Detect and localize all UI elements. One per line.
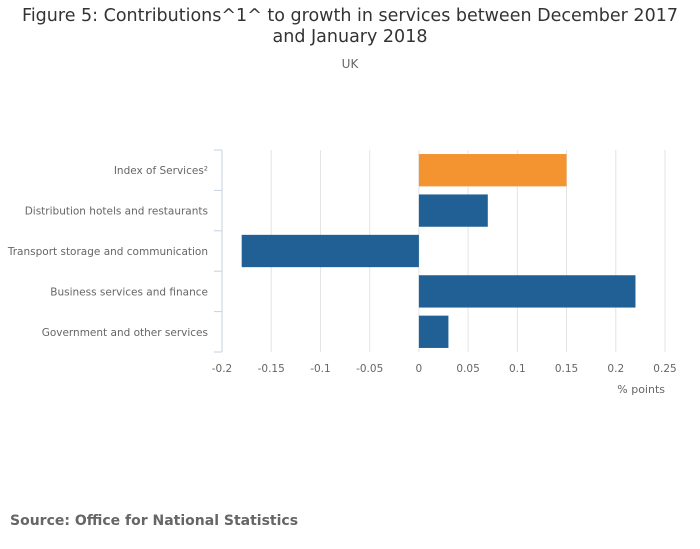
- bar-chart: Index of Services² Distribution hotels an…: [7, 149, 677, 396]
- bar[interactable]: [418, 315, 449, 348]
- source-note: Source: Office for National Statistics: [10, 513, 299, 529]
- y-category-label: Index of Services²: [114, 165, 208, 177]
- chart-title-line-1: Figure 5: Contributions^1^ to growth in …: [22, 6, 678, 26]
- y-category-label: Distribution hotels and restaurants: [25, 206, 208, 218]
- y-axis: [214, 149, 223, 353]
- x-tick-label: 0.15: [555, 363, 578, 375]
- y-category-label: Government and other services: [42, 327, 208, 339]
- y-category-label: Transport storage and communication: [7, 246, 208, 258]
- bar[interactable]: [418, 194, 488, 227]
- x-tick-label: 0: [416, 363, 423, 375]
- bar[interactable]: [241, 234, 419, 268]
- x-tick-label: 0.1: [509, 363, 526, 375]
- x-axis-labels: -0.2 -0.15 -0.1 -0.05 0 0.05 0.1 0.15 0.2 0.25: [212, 363, 677, 375]
- chart-subtitle: UK: [341, 57, 359, 71]
- y-axis-labels: Index of Services² Distribution hotels an…: [7, 165, 208, 339]
- x-tick-label: -0.1: [310, 363, 331, 375]
- x-tick-label: -0.05: [356, 363, 383, 375]
- y-category-label: Business services and finance: [50, 286, 208, 298]
- x-tick-label: 0.2: [607, 363, 624, 375]
- x-tick-label: 0.05: [456, 363, 479, 375]
- bar[interactable]: [418, 275, 636, 308]
- x-tick-label: -0.2: [212, 363, 233, 375]
- x-tick-label: -0.15: [258, 363, 285, 375]
- x-tick-label: 0.25: [653, 363, 676, 375]
- bars: [241, 154, 636, 348]
- chart-title-line-2: and January 2018: [272, 27, 428, 47]
- chart-title: Figure 5: Contributions^1^ to growth in …: [0, 6, 700, 48]
- x-axis-title: % points: [617, 383, 665, 396]
- bar[interactable]: [418, 154, 567, 187]
